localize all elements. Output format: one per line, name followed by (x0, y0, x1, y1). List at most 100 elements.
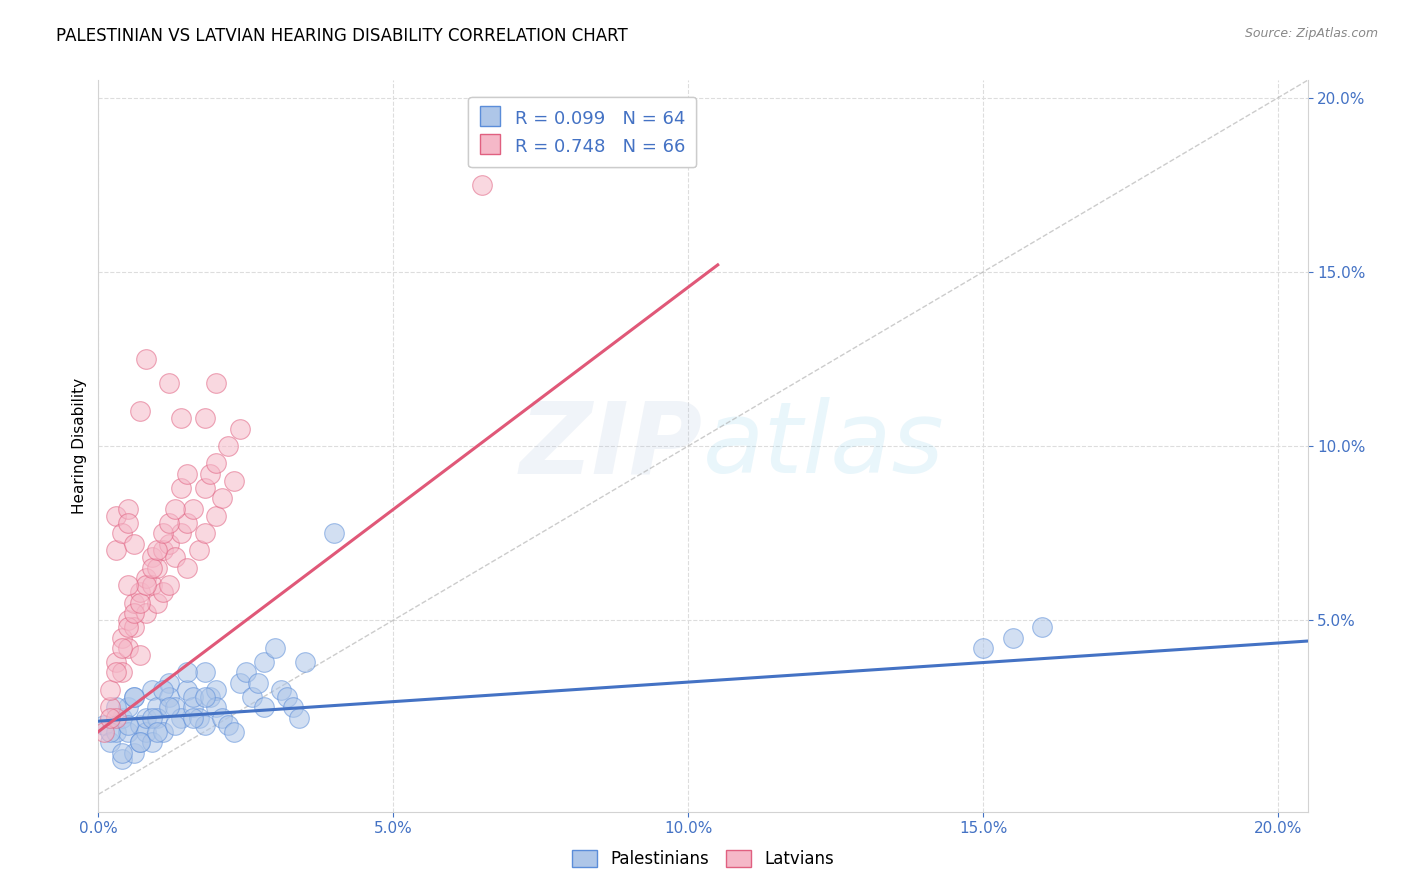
Point (117, 620, 139, 634)
Point (93, 717, 115, 731)
Point (194, 690, 217, 704)
Point (288, 711, 311, 725)
Point (176, 467, 198, 481)
Point (141, 711, 163, 725)
Point (211, 711, 233, 725)
Point (294, 655, 316, 669)
Point (157, 536, 180, 550)
Point (170, 411, 193, 425)
Point (141, 735, 163, 749)
Point (93, 724, 115, 739)
Point (141, 682, 163, 697)
Point (111, 746, 134, 760)
Point (205, 376, 228, 391)
Point (170, 711, 193, 725)
Point (240, 690, 263, 704)
Point (105, 711, 128, 725)
Point (122, 606, 145, 620)
Text: atlas: atlas (703, 398, 945, 494)
Point (181, 700, 204, 714)
Point (187, 543, 209, 558)
Point (165, 550, 187, 565)
Point (157, 676, 180, 690)
Point (98, 711, 121, 725)
Point (135, 571, 157, 585)
Point (105, 700, 128, 714)
Point (972, 640, 994, 655)
Point (181, 711, 204, 725)
Point (111, 640, 134, 655)
Point (211, 491, 233, 506)
Text: Source: ZipAtlas.com: Source: ZipAtlas.com (1244, 27, 1378, 40)
Point (122, 690, 145, 704)
Point (146, 711, 169, 725)
Point (222, 724, 245, 739)
Point (157, 690, 180, 704)
Point (157, 516, 180, 530)
Point (146, 561, 169, 575)
Point (152, 526, 174, 541)
Point (181, 690, 204, 704)
Point (111, 631, 134, 645)
Point (200, 690, 222, 704)
Point (105, 655, 128, 669)
Point (128, 585, 150, 599)
Point (170, 481, 193, 495)
Point (165, 700, 187, 714)
Point (246, 676, 269, 690)
Point (122, 596, 145, 610)
Point (276, 690, 298, 704)
Point (205, 457, 228, 471)
Point (117, 724, 139, 739)
Point (181, 501, 204, 516)
Point (135, 351, 157, 366)
Point (194, 481, 217, 495)
Point (176, 516, 198, 530)
Point (141, 561, 163, 575)
Point (135, 578, 157, 592)
Point (157, 376, 180, 391)
Point (187, 711, 209, 725)
Point (98, 724, 121, 739)
Legend: R = 0.099   N = 64, R = 0.748   N = 66: R = 0.099 N = 64, R = 0.748 N = 66 (468, 96, 696, 167)
Point (122, 620, 145, 634)
Point (105, 724, 128, 739)
Y-axis label: Hearing Disability: Hearing Disability (72, 378, 87, 514)
Point (270, 682, 292, 697)
Text: ZIP: ZIP (520, 398, 703, 494)
Point (252, 655, 274, 669)
Point (152, 682, 174, 697)
Point (157, 578, 180, 592)
Point (105, 665, 128, 680)
Point (1031, 620, 1053, 634)
Point (165, 717, 187, 731)
Point (105, 543, 128, 558)
Point (205, 508, 228, 523)
Point (471, 178, 494, 192)
Point (194, 665, 217, 680)
Point (117, 516, 139, 530)
Point (135, 711, 157, 725)
Point (111, 752, 134, 766)
Point (117, 578, 139, 592)
Point (1001, 631, 1024, 645)
Point (122, 690, 145, 704)
Point (128, 717, 150, 731)
Point (117, 613, 139, 627)
Point (146, 700, 169, 714)
Point (128, 735, 150, 749)
Point (128, 735, 150, 749)
Point (152, 543, 174, 558)
Point (194, 526, 217, 541)
Point (117, 501, 139, 516)
Point (152, 724, 174, 739)
Point (176, 665, 198, 680)
Point (128, 404, 150, 418)
Point (323, 526, 346, 541)
Point (176, 561, 198, 575)
Point (122, 536, 145, 550)
Point (252, 700, 274, 714)
Point (111, 711, 134, 725)
Point (229, 421, 252, 435)
Point (135, 724, 157, 739)
